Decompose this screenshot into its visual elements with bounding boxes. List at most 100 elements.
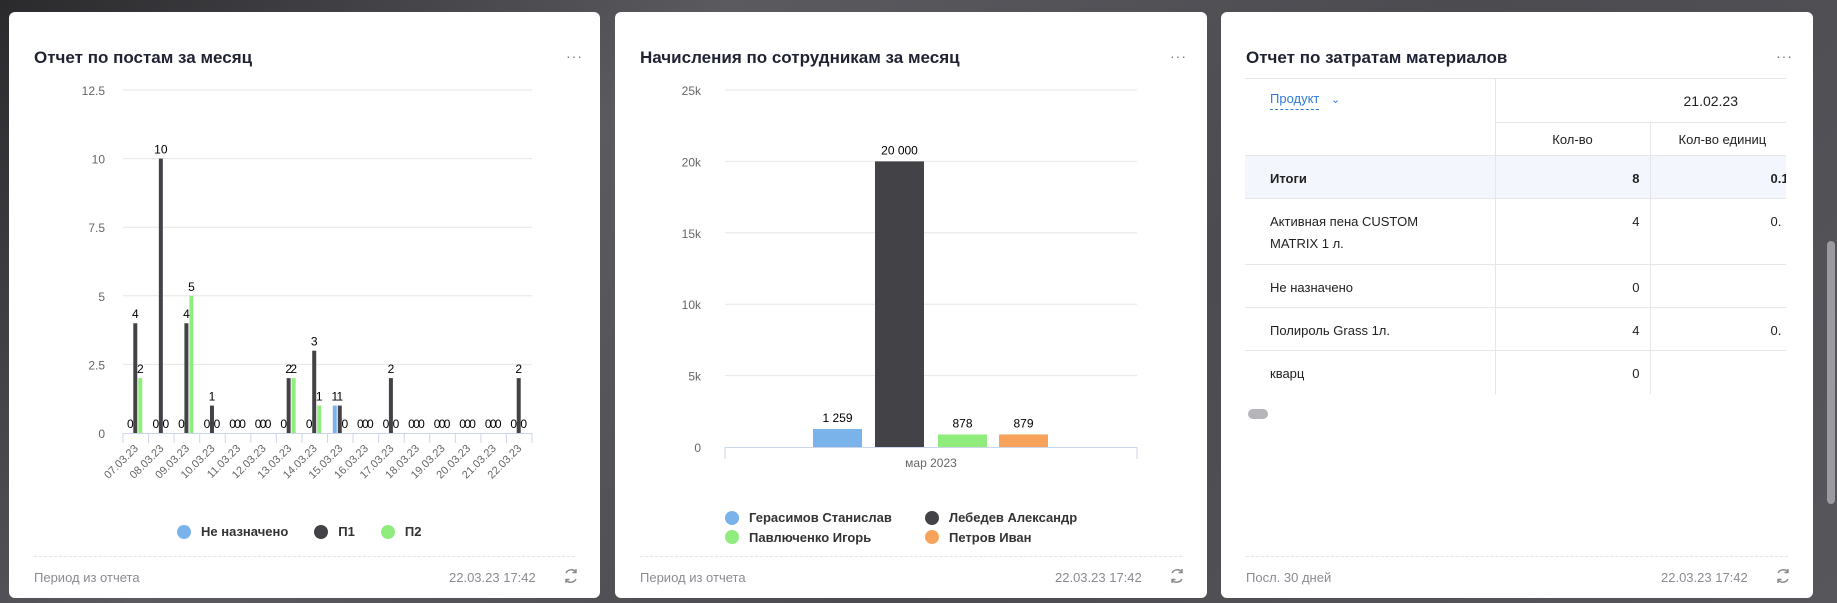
data-label: 10 (154, 143, 168, 157)
refresh-icon[interactable] (562, 567, 580, 585)
data-label: 0 (357, 417, 364, 431)
legend-item[interactable]: П2 (380, 524, 421, 539)
legend-dot-icon (925, 530, 939, 544)
table-row: Итоги 8 0.1 (1245, 155, 1786, 199)
qty-cell: 8 (1494, 155, 1651, 199)
bar-П1 (312, 350, 317, 433)
bar-П2 (317, 405, 322, 433)
data-label: 879 (1013, 416, 1033, 430)
bar-Лебедев Александр (875, 161, 924, 447)
data-label: 0 (383, 417, 390, 431)
materials-report-card: Отчет по затратам материалов ··· Продукт… (1221, 12, 1813, 598)
y-tick-label: 10k (682, 298, 702, 312)
bar-П2 (138, 378, 143, 433)
legend-item[interactable]: П1 (314, 524, 355, 539)
bar-П1 (337, 405, 342, 433)
period-label: Период из отчета (640, 570, 746, 585)
data-label: 4 (183, 307, 190, 321)
posts-bar-chart: 02.557.51012.504207.03.23010008.03.23045… (82, 84, 533, 481)
table-row: Полироль Grass 1л. 4 0. (1245, 307, 1786, 351)
page-vertical-scrollbar[interactable] (1827, 241, 1835, 504)
more-options-button[interactable]: ··· (1170, 48, 1187, 64)
data-label: 2 (290, 362, 297, 376)
legend-label: Герасимов Станислав (749, 510, 892, 525)
data-label: 0 (485, 417, 492, 431)
table-row: Не назначено 0 (1245, 264, 1786, 308)
data-label: 0 (418, 417, 425, 431)
data-label: 0 (469, 417, 476, 431)
updated-time: 22.03.23 17:42 (1055, 570, 1142, 585)
accruals-bar-chart: 0 5k 10k 15k 20k 25k 1 259 20 000 878 879 мар 2023 (682, 84, 1138, 470)
data-label: 0 (520, 417, 527, 431)
data-label: 0 (127, 417, 134, 431)
qty-cell: 4 (1494, 307, 1651, 351)
data-label: 0 (434, 417, 441, 431)
data-label: 0 (490, 417, 497, 431)
more-options-button[interactable]: ··· (1776, 48, 1793, 64)
column-header-units: Кол-во единиц (1649, 122, 1786, 156)
refresh-icon[interactable] (1774, 567, 1792, 585)
bar-П2 (291, 378, 296, 433)
legend-label: П1 (338, 524, 355, 539)
legend-label: Не назначено (201, 524, 289, 539)
qty-cell: 4 (1494, 198, 1651, 265)
data-label: 5 (188, 280, 195, 294)
legend-label: Петров Иван (949, 529, 1032, 545)
data-label: 0 (495, 417, 502, 431)
period-label: Посл. 30 дней (1246, 570, 1332, 585)
legend-dot-icon (725, 530, 739, 544)
data-label: 0 (178, 417, 185, 431)
data-label: 0 (413, 417, 420, 431)
chevron-down-icon[interactable]: ⌄ (1331, 94, 1341, 106)
data-label: 2 (137, 362, 144, 376)
data-label: 1 (331, 390, 338, 404)
footer-divider (34, 556, 575, 557)
data-label: 0 (239, 417, 246, 431)
legend-dot-icon (314, 524, 329, 539)
data-label: 1 (316, 390, 323, 404)
horizontal-scrollbar[interactable] (1248, 409, 1268, 419)
data-label: 2 (388, 362, 395, 376)
group-by-dropdown[interactable]: Продукт (1270, 91, 1320, 110)
footer-divider (640, 556, 1182, 557)
legend-item[interactable]: Герасимов Станислав (725, 509, 925, 526)
data-label: 0 (408, 417, 415, 431)
data-label: 0 (234, 417, 241, 431)
data-label: 0 (265, 417, 272, 431)
data-label: 0 (510, 417, 517, 431)
product-name: Итоги (1245, 155, 1496, 199)
bar-Не назначено (332, 405, 337, 433)
data-label: 1 (336, 390, 343, 404)
legend-item[interactable]: Не назначено (177, 524, 288, 539)
card-title: Начисления по сотрудникам за месяц (640, 48, 960, 67)
data-label: 0 (214, 417, 221, 431)
data-label: 0 (459, 417, 466, 431)
data-label: 0 (464, 417, 471, 431)
more-options-button[interactable]: ··· (566, 48, 583, 64)
data-label: 0 (306, 417, 313, 431)
y-tick-label: 5 (98, 290, 105, 304)
legend-item[interactable]: Петров Иван (925, 529, 1115, 546)
data-label: 4 (132, 307, 139, 321)
bar-Павлюченко Игорь (938, 434, 987, 447)
data-label: 0 (163, 417, 170, 431)
units-cell: 0. (1649, 198, 1786, 265)
y-tick-label: 0 (98, 427, 105, 441)
legend-item[interactable]: Лебедев Александр (925, 509, 1115, 526)
data-label: 878 (952, 416, 972, 430)
data-label: 0 (341, 417, 348, 431)
data-label: 0 (439, 417, 446, 431)
legend-item[interactable]: Павлюченко Игорь (725, 529, 925, 546)
legend-dot-icon (725, 510, 739, 525)
bar-П1 (158, 158, 163, 433)
bar-Петров Иван (999, 434, 1048, 447)
refresh-icon[interactable] (1168, 567, 1186, 585)
chart-legend: Не назначено П1 П2 (177, 524, 447, 542)
data-label: 1 (209, 390, 216, 404)
table-row: кварц 0 (1245, 350, 1786, 394)
data-label: 1 259 (822, 411, 852, 425)
bar-Герасимов Станислав (813, 429, 862, 447)
units-cell (1649, 350, 1786, 394)
units-cell: 0. (1649, 307, 1786, 351)
card-title: Отчет по постам за месяц (34, 48, 253, 67)
